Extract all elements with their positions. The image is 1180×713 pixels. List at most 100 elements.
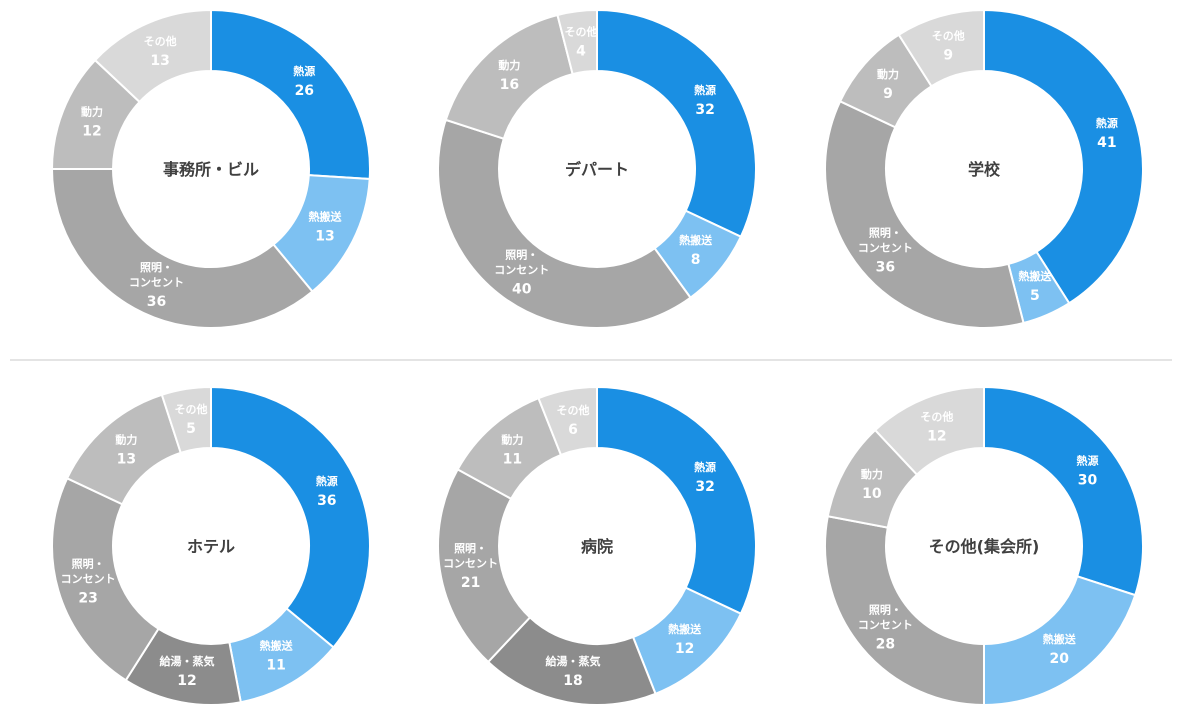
slice-name-label: 照明・ — [505, 249, 538, 262]
slice-name-label: 動力 — [861, 467, 883, 481]
slice-heat-source — [596, 385, 757, 616]
slice-name-label: 動力 — [498, 58, 520, 72]
slice-value-label: 6 — [568, 422, 578, 438]
slice-value-label: 10 — [862, 486, 882, 502]
slice-name-label: 照明・ — [140, 261, 173, 274]
slice-other — [93, 8, 212, 104]
donut-chart-3: 熱源 41 熱搬送 5 照明・コンセント 36 動力 9 その他 9 学校 — [824, 8, 1144, 329]
donut-chart-4: 熱源 36 熱搬送 11 給湯・蒸気 12 照明・コンセント 23 動力 13 その他 5 ホテル — [51, 385, 371, 706]
slice-value-label: 12 — [82, 123, 101, 139]
slice-other — [873, 385, 985, 476]
slice-lighting — [50, 168, 314, 329]
slice-name-label: 熱搬送 — [1018, 269, 1052, 283]
slice-name-label: 熱搬送 — [309, 210, 343, 224]
slice-name-label: 熱源 — [694, 460, 716, 474]
slice-value-label: 36 — [317, 493, 336, 509]
slice-value-label: 36 — [147, 294, 166, 310]
slice-name-label: 照明・ — [869, 227, 902, 240]
slice-name-label: 熱搬送 — [668, 622, 702, 636]
slice-other — [537, 385, 598, 457]
slice-value-label: 28 — [876, 637, 895, 653]
slice-heat-source — [596, 8, 757, 239]
chart-center-title: 事務所・ビル — [163, 160, 259, 179]
slice-name-label: コンセント — [858, 242, 913, 255]
donut-chart-1: 熱源 26 熱搬送 13 照明・コンセント 36 動力 12 その他 13 事務所・ビル — [50, 8, 371, 329]
slice-other — [160, 385, 212, 455]
slice-value-label: 5 — [186, 421, 196, 437]
slice-other — [897, 8, 985, 88]
slice-name-label: 動力 — [81, 104, 103, 118]
slice-value-label: 23 — [78, 591, 97, 607]
chart-center-title: ホテル — [187, 537, 235, 556]
slice-heat-transfer — [983, 575, 1137, 707]
slice-value-label: 32 — [695, 102, 714, 118]
slice-value-label: 9 — [943, 48, 953, 64]
slice-name-label: その他 — [144, 34, 177, 48]
slice-value-label: 40 — [512, 282, 532, 298]
slice-value-label: 4 — [576, 44, 586, 60]
slice-name-label: その他 — [174, 402, 207, 416]
slice-value-label: 8 — [691, 252, 701, 268]
slice-name-label: 照明・ — [72, 558, 105, 571]
slice-name-label: 給湯・蒸気 — [160, 654, 215, 668]
slice-value-label: 16 — [500, 77, 519, 93]
slice-heat-source — [210, 385, 371, 649]
slice-heat-source — [983, 385, 1144, 597]
slice-name-label: 熱源 — [1096, 116, 1118, 130]
donut-chart-6: 熱源 30 熱搬送 20 照明・コンセント 28 動力 10 その他 12 その他(集会所) — [824, 385, 1144, 707]
slice-value-label: 30 — [1078, 472, 1098, 488]
slice-name-label: その他 — [557, 403, 590, 417]
slice-value-label: 18 — [563, 673, 582, 689]
slice-name-label: コンセント — [61, 573, 116, 586]
slice-name-label: 照明・ — [869, 604, 902, 617]
slice-value-label: 13 — [117, 451, 136, 467]
slice-value-label: 12 — [675, 641, 694, 657]
slice-value-label: 41 — [1097, 135, 1116, 151]
slice-value-label: 13 — [150, 53, 169, 69]
slice-value-label: 12 — [177, 673, 196, 689]
slice-name-label: 動力 — [501, 432, 523, 446]
slice-value-label: 36 — [876, 260, 895, 276]
slice-heat-source — [983, 8, 1144, 305]
slice-other — [556, 8, 598, 76]
slice-name-label: 動力 — [877, 67, 899, 81]
slice-heat-source — [210, 8, 371, 181]
slice-name-label: コンセント — [443, 557, 498, 570]
slice-value-label: 26 — [295, 83, 314, 99]
slice-value-label: 11 — [503, 451, 522, 467]
slice-value-label: 32 — [695, 479, 714, 495]
slice-value-label: 11 — [266, 658, 285, 674]
slice-name-label: コンセント — [494, 264, 549, 277]
slice-lighting — [824, 515, 985, 707]
donut-chart-5: 熱源 32 熱搬送 12 給湯・蒸気 18 照明・コンセント 21 動力 11 その他 6 病院 — [437, 385, 757, 706]
slice-name-label: コンセント — [129, 276, 184, 289]
slice-name-label: 熱源 — [293, 64, 315, 78]
slice-lighting — [437, 118, 692, 329]
chart-center-title: デパート — [565, 160, 629, 179]
slice-name-label: 動力 — [115, 432, 137, 446]
slice-name-label: コンセント — [858, 619, 913, 632]
slice-name-label: 給湯・蒸気 — [546, 654, 601, 668]
slice-value-label: 12 — [927, 428, 946, 444]
slice-name-label: 熱搬送 — [679, 233, 713, 247]
donut-chart-2: 熱源 32 熱搬送 8 照明・コンセント 40 動力 16 その他 4 デパート — [437, 8, 757, 329]
chart-center-title: 病院 — [581, 537, 613, 556]
slice-name-label: 熱搬送 — [1043, 632, 1077, 646]
slice-lighting — [824, 99, 1025, 329]
slice-value-label: 5 — [1030, 288, 1040, 304]
slice-value-label: 21 — [461, 575, 480, 591]
slice-value-label: 13 — [315, 229, 334, 245]
slice-name-label: その他 — [920, 409, 953, 423]
slice-name-label: その他 — [932, 29, 965, 43]
chart-center-title: 学校 — [968, 160, 1001, 179]
slice-value-label: 9 — [883, 86, 893, 102]
slice-name-label: 熱搬送 — [260, 639, 294, 653]
slice-name-label: 熱源 — [694, 83, 716, 97]
slice-name-label: 熱源 — [1077, 453, 1099, 467]
slice-name-label: 熱源 — [316, 474, 338, 488]
chart-center-title: その他(集会所) — [929, 537, 1040, 556]
slice-value-label: 20 — [1049, 651, 1069, 667]
slice-name-label: その他 — [564, 25, 597, 39]
slice-name-label: 照明・ — [454, 542, 487, 555]
